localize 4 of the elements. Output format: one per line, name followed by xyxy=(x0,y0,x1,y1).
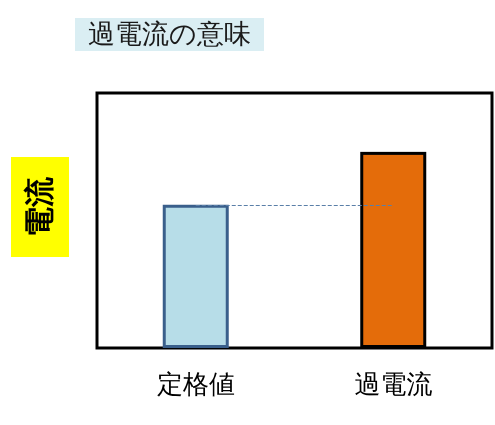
y-axis-title: 電流 xyxy=(22,176,58,237)
chart-title: 過電流の意味 xyxy=(88,19,251,50)
x-tick-label: 定格値 xyxy=(156,370,235,400)
x-tick-label: 過電流 xyxy=(354,370,432,400)
